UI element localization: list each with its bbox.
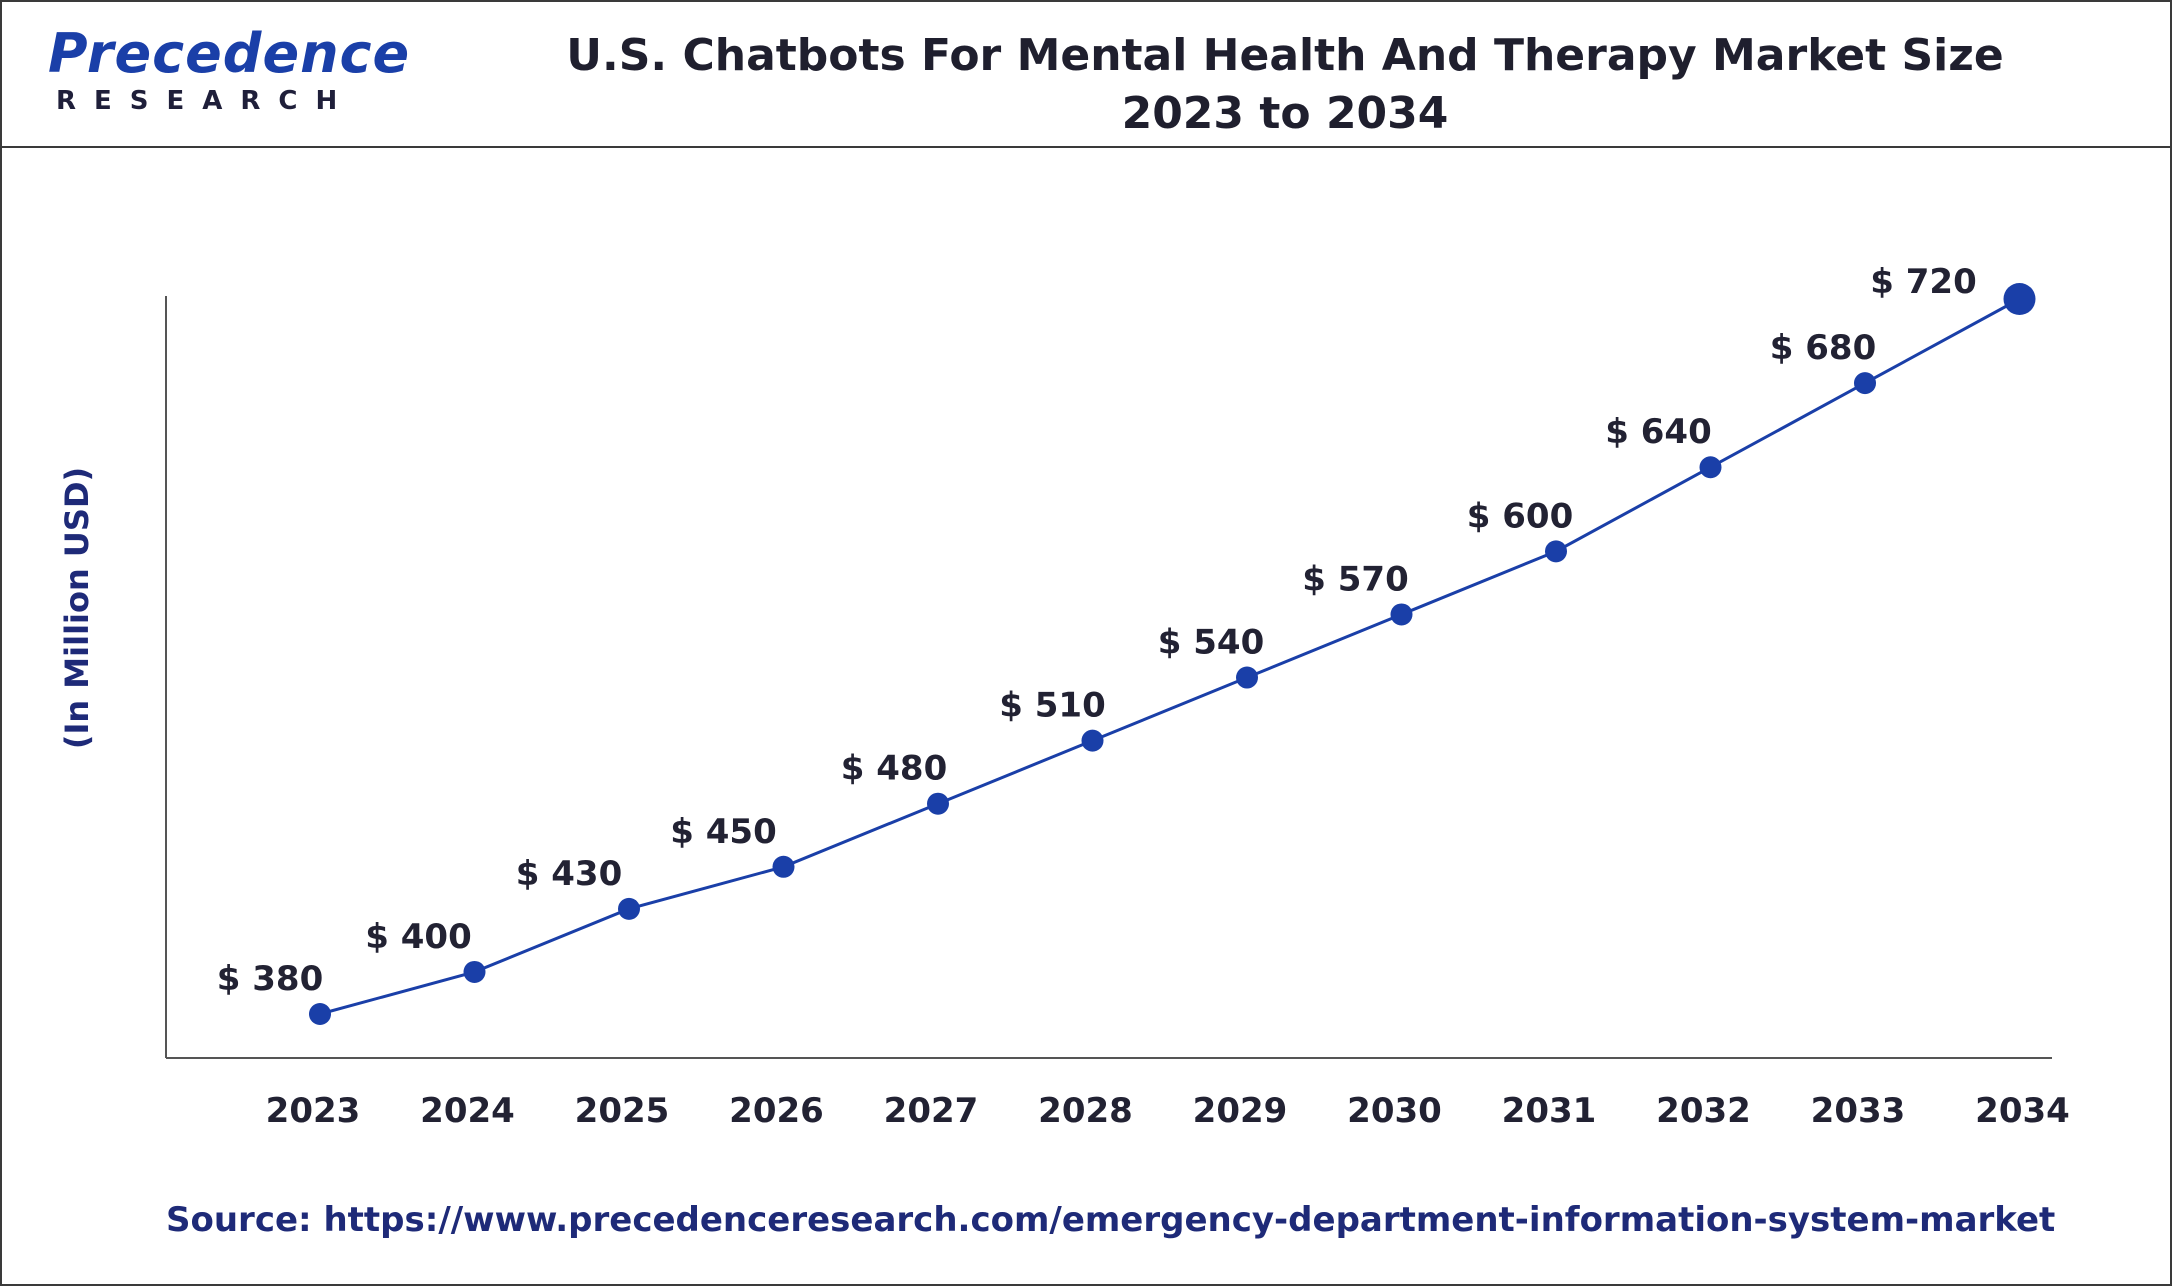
- data-label-2026: $ 450: [670, 812, 776, 852]
- y-axis-label: (In Million USD): [58, 467, 96, 749]
- x-tick-label-2024: 2024: [420, 1091, 515, 1131]
- precedence-research-logo: Precedence RESEARCH: [48, 22, 409, 122]
- data-point-2030: [1390, 603, 1413, 626]
- x-tick-label-2032: 2032: [1656, 1091, 1751, 1131]
- x-tick-label-2026: 2026: [729, 1091, 824, 1131]
- chart-title: U.S. Chatbots For Mental Health And Ther…: [566, 30, 2004, 81]
- data-point-2025: [618, 897, 640, 920]
- data-label-2032: $ 640: [1605, 412, 1711, 452]
- series-layer: $ 380 2023 $ 400 2024 $ 430 2025 $ 450 2026 $ 48…: [217, 262, 2070, 1131]
- data-label-2023: $ 380: [217, 959, 323, 999]
- data-point-2028: [1081, 729, 1104, 752]
- data-point-2033: [1854, 372, 1876, 395]
- x-tick-label-2028: 2028: [1038, 1091, 1133, 1131]
- data-label-2029: $ 540: [1158, 623, 1264, 663]
- x-tick-label-2029: 2029: [1193, 1091, 1288, 1131]
- x-tick-label-2025: 2025: [575, 1091, 670, 1131]
- source-note: Source: https://www.precedenceresearch.c…: [166, 1200, 2056, 1240]
- x-tick-label-2031: 2031: [1502, 1091, 1597, 1131]
- data-label-2033: $ 680: [1770, 328, 1876, 368]
- chart-subtitle: 2023 to 2034: [1121, 88, 1449, 139]
- x-tick-label-2023: 2023: [266, 1091, 361, 1131]
- x-tick-label-2033: 2033: [1811, 1091, 1906, 1131]
- data-label-2031: $ 600: [1467, 496, 1573, 536]
- logo-wordmark: Precedence: [48, 22, 411, 85]
- logo-subtitle: RESEARCH: [56, 86, 356, 116]
- x-tick-label-2030: 2030: [1347, 1091, 1442, 1131]
- data-point-2034: [2003, 283, 2036, 315]
- data-label-2025: $ 430: [516, 854, 622, 894]
- header: Precedence RESEARCH U.S. Chatbots For Me…: [0, 0, 2172, 148]
- data-point-2026: [772, 855, 795, 878]
- data-label-2028: $ 510: [999, 686, 1105, 726]
- data-point-2027: [927, 792, 949, 815]
- data-point-2024: [463, 960, 486, 983]
- series-line: [319, 297, 2021, 1016]
- x-tick-label-2027: 2027: [884, 1091, 979, 1131]
- data-point-2031: [1545, 540, 1567, 563]
- x-tick-label-2034: 2034: [1975, 1091, 2070, 1131]
- data-label-2030: $ 570: [1302, 559, 1408, 599]
- data-label-2034: $ 720: [1870, 262, 1976, 302]
- data-point-2023: [309, 1003, 331, 1025]
- data-point-2029: [1236, 666, 1258, 689]
- data-label-2027: $ 480: [841, 749, 947, 789]
- data-point-2032: [1699, 456, 1722, 479]
- data-label-2024: $ 400: [365, 917, 471, 957]
